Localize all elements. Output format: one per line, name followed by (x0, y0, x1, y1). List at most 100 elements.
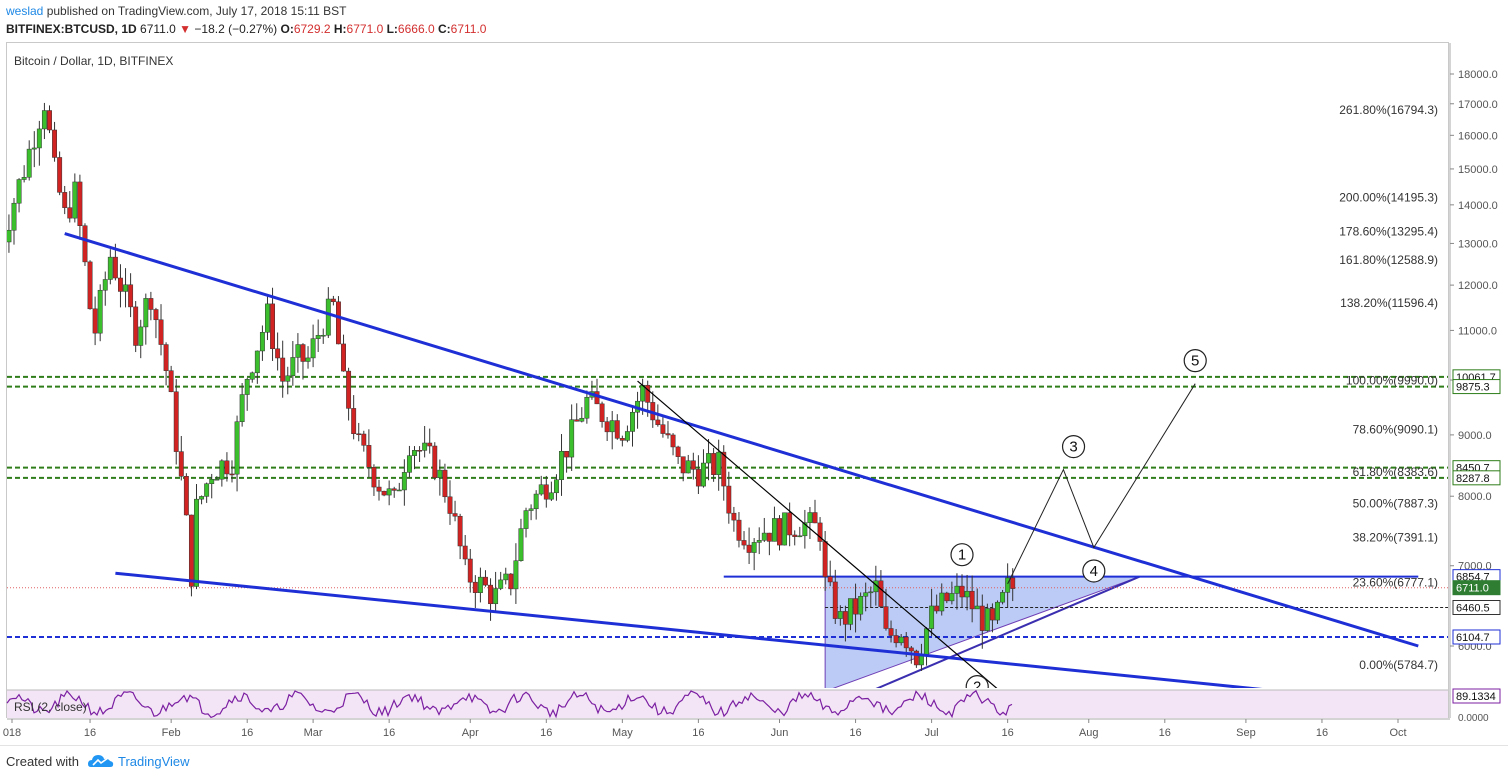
candle (41, 102, 47, 140)
candle-body (336, 301, 341, 345)
candle (356, 422, 362, 442)
candle (792, 530, 798, 546)
candle (178, 436, 184, 481)
candle (533, 490, 539, 520)
candle-body (406, 455, 412, 473)
candle (462, 535, 468, 566)
candle-body (822, 541, 828, 577)
candle-body (204, 483, 210, 497)
rsi-pane (7, 690, 1448, 718)
candle-body (564, 450, 570, 458)
candle-body (483, 576, 488, 586)
fib-level-label: 50.00%(7887.3) (1353, 497, 1438, 511)
candle-body (827, 576, 833, 583)
candle (1005, 563, 1011, 608)
candle-body (645, 384, 651, 403)
price-tag-label: 6104.7 (1456, 632, 1490, 644)
candle (219, 459, 225, 487)
candle (989, 603, 995, 633)
candle-body (270, 303, 275, 350)
candle-body (858, 596, 864, 615)
author-link[interactable]: weslad (6, 4, 44, 18)
candle-body (163, 344, 169, 371)
candle (123, 268, 128, 308)
tradingview-link[interactable]: TradingView (118, 754, 190, 769)
candle (589, 380, 595, 400)
price-tag: 6711.0 (1452, 580, 1501, 596)
candle-body (432, 445, 438, 478)
price-tick-label: 11000.0 (1458, 325, 1497, 337)
candle-body (802, 522, 808, 537)
candle (543, 475, 549, 508)
candle (254, 350, 260, 384)
fib-level-label: 0.00%(5784.7) (1359, 658, 1438, 672)
open-value: 6729.2 (293, 22, 331, 36)
wave-label: 2 (965, 674, 989, 696)
candle-body (391, 488, 397, 491)
candle-body (518, 528, 524, 561)
time-tick-label: 16 (1002, 727, 1014, 739)
candle-body (493, 588, 499, 605)
candle (969, 575, 975, 623)
candle (939, 583, 945, 616)
candle (31, 131, 37, 168)
candle (883, 588, 889, 631)
candle-body (1000, 592, 1006, 603)
candle (310, 324, 316, 368)
candle-body (97, 289, 103, 334)
rsi-tag-box (1452, 688, 1501, 704)
fib-level-label: 261.80%(16794.3) (1339, 103, 1438, 117)
candle-body (1005, 577, 1011, 593)
candle (391, 486, 397, 498)
candle-body (579, 417, 585, 422)
candle (143, 293, 149, 345)
candle (7, 214, 12, 253)
candle-body (848, 598, 853, 625)
candle-body (979, 605, 985, 631)
candle-body (944, 592, 950, 602)
candle (102, 271, 108, 306)
candle-body (716, 451, 722, 475)
wave-circle (950, 543, 974, 567)
candle-body (817, 522, 823, 542)
candle (265, 294, 270, 341)
time-tick-label: 018 (3, 727, 21, 739)
time-tick-label: May (612, 727, 633, 739)
candle-body (488, 584, 493, 605)
candle (97, 284, 103, 342)
candle (432, 442, 438, 481)
price-tag-box (1452, 629, 1501, 645)
candle (523, 507, 529, 538)
candle-body (7, 229, 12, 243)
candle-body (300, 344, 306, 362)
candle-body (259, 332, 265, 352)
candle (888, 620, 894, 643)
candle-body (143, 298, 149, 328)
candle-body (690, 460, 696, 470)
candle-body (285, 375, 291, 382)
candle-body (782, 512, 788, 546)
candle-body (701, 462, 706, 487)
candle-body (903, 636, 909, 649)
candle (751, 538, 757, 571)
candle (746, 527, 752, 565)
candle (995, 600, 1000, 624)
candle (239, 383, 245, 427)
candle (183, 473, 189, 516)
trend-line (115, 571, 1263, 688)
candle-body (655, 419, 661, 425)
tradingview-cloud-icon (88, 755, 114, 767)
price-chart[interactable]: 1 2 3 4 5 261.80%(16794.3) 200.00%(14195.3) 17… (0, 0, 1508, 745)
wave-circle (965, 674, 989, 688)
candle (741, 531, 747, 550)
wave-number: 2 (973, 679, 981, 696)
candle (199, 495, 205, 505)
candle (807, 507, 813, 539)
candle-body (214, 478, 220, 481)
rsi-tick-label: 0.0000 (1458, 713, 1489, 724)
candle (782, 512, 788, 546)
candle-body (128, 284, 134, 308)
candle-body (47, 110, 52, 131)
candle (381, 490, 387, 497)
close-value: 6711.0 (450, 22, 487, 36)
